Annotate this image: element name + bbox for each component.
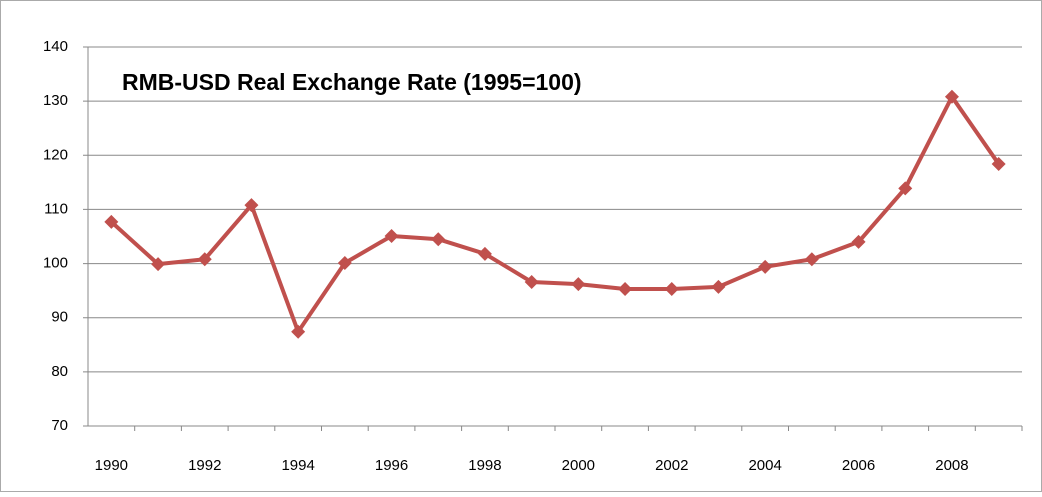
marker (851, 234, 866, 249)
chart-title: RMB-USD Real Exchange Rate (1995=100) (122, 69, 582, 95)
marker (991, 156, 1006, 171)
marker (151, 257, 166, 272)
y-tick-label: 80 (51, 363, 68, 380)
marker (104, 214, 119, 229)
x-tick-label: 2004 (748, 457, 781, 474)
marker (944, 89, 959, 104)
marker (337, 256, 352, 271)
marker (244, 198, 259, 213)
x-tick-label: 2002 (655, 457, 688, 474)
y-tick-label: 90 (51, 309, 68, 326)
y-tick-label: 70 (51, 417, 68, 434)
x-tick-label: 1996 (375, 457, 408, 474)
y-tick-label: 130 (43, 92, 68, 109)
marker (197, 252, 212, 267)
x-tick-label: 2000 (562, 457, 595, 474)
marker (618, 282, 633, 297)
x-tick-label: 1994 (281, 457, 314, 474)
y-tick-label: 120 (43, 146, 68, 163)
y-tick-label: 140 (43, 38, 68, 55)
marker (384, 228, 399, 243)
marker (898, 181, 913, 196)
marker (711, 279, 726, 294)
y-tick-label: 100 (43, 255, 68, 272)
marker (477, 246, 492, 261)
marker (524, 274, 539, 289)
series-line (110, 94, 1001, 334)
x-tick-label: 1998 (468, 457, 501, 474)
marker (664, 282, 679, 297)
y-tick-label: 110 (44, 200, 68, 217)
x-tick-label: 2008 (935, 457, 968, 474)
marker (571, 277, 586, 292)
x-tick-label: 1990 (95, 457, 128, 474)
x-tick-label: 1992 (188, 457, 221, 474)
marker (758, 259, 773, 274)
marker (804, 252, 819, 267)
marker (291, 324, 306, 339)
marker (431, 232, 446, 247)
x-tick-label: 2006 (842, 457, 875, 474)
